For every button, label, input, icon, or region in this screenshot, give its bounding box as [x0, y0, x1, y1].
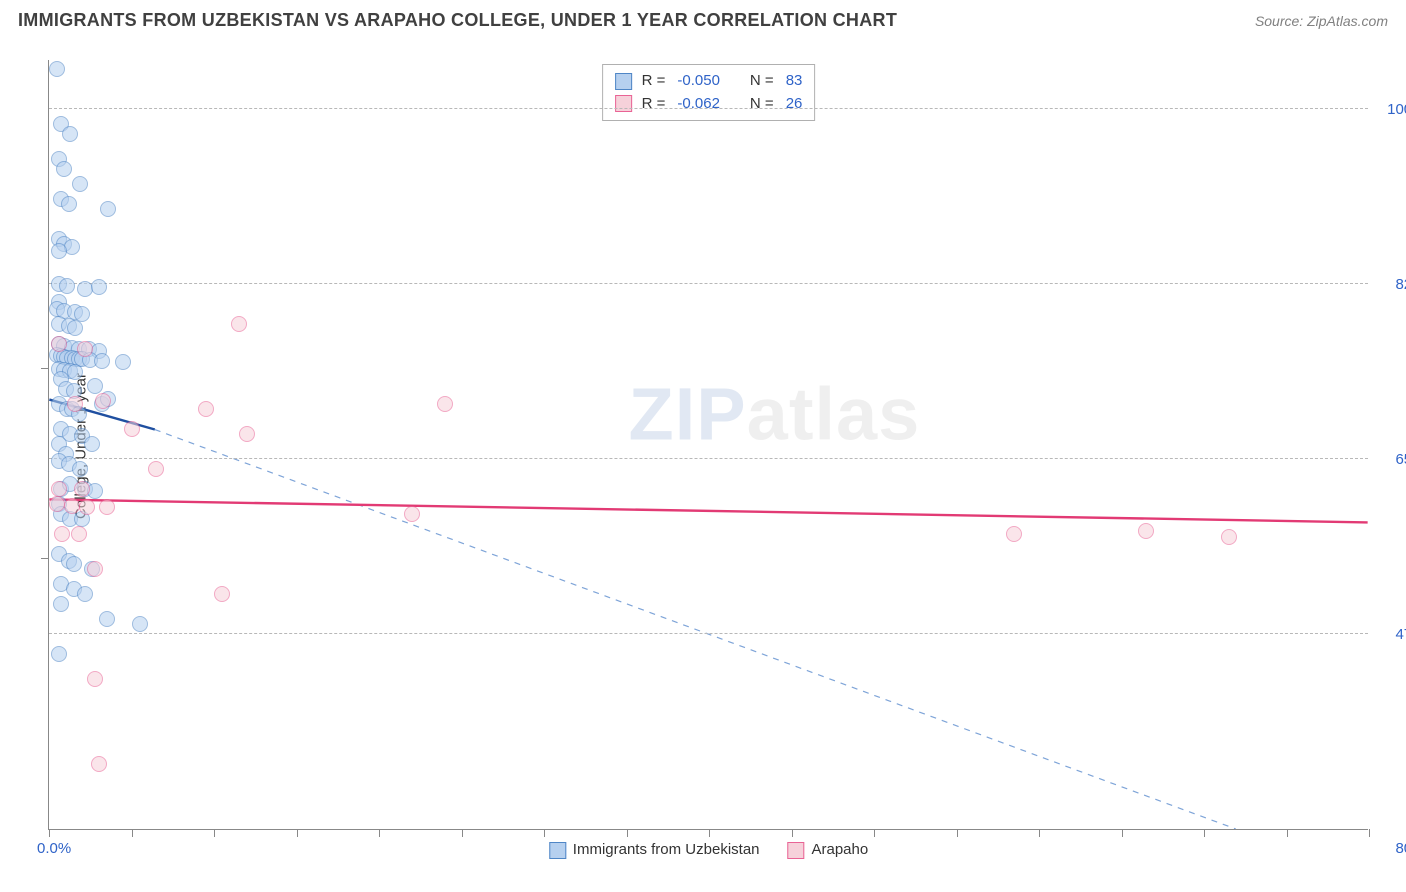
scatter-point: [132, 616, 148, 632]
x-tick: [874, 829, 875, 837]
scatter-point: [99, 611, 115, 627]
x-max-label: 80.0%: [1373, 840, 1406, 857]
x-tick: [627, 829, 628, 837]
gridline: [49, 633, 1368, 634]
scatter-point: [71, 526, 87, 542]
scatter-point: [239, 426, 255, 442]
scatter-point: [59, 278, 75, 294]
legend-item: Arapaho: [788, 841, 869, 859]
gridline: [49, 283, 1368, 284]
series-legend: Immigrants from Uzbekistan Arapaho: [549, 841, 868, 859]
scatter-point: [67, 320, 83, 336]
x-tick: [1039, 829, 1040, 837]
scatter-point: [64, 498, 80, 514]
scatter-point: [95, 393, 111, 409]
scatter-point: [87, 561, 103, 577]
x-tick: [132, 829, 133, 837]
y-tick-label: 82.5%: [1373, 276, 1406, 293]
scatter-point: [77, 586, 93, 602]
legend-item: Immigrants from Uzbekistan: [549, 841, 760, 859]
scatter-point: [62, 126, 78, 142]
scatter-point: [148, 461, 164, 477]
y-tick-label: 100.0%: [1373, 101, 1406, 118]
scatter-point: [49, 496, 65, 512]
scatter-point: [1221, 529, 1237, 545]
scatter-point: [1006, 526, 1022, 542]
scatter-point: [214, 586, 230, 602]
scatter-point: [51, 243, 67, 259]
x-tick: [1122, 829, 1123, 837]
scatter-point: [99, 499, 115, 515]
gridline: [49, 458, 1368, 459]
scatter-point: [51, 646, 67, 662]
legend-row: R = -0.062N = 26: [615, 93, 803, 116]
y-tick-label: 65.0%: [1373, 451, 1406, 468]
x-tick: [709, 829, 710, 837]
x-tick: [1204, 829, 1205, 837]
scatter-point: [124, 421, 140, 437]
x-tick: [957, 829, 958, 837]
trend-lines: [49, 60, 1368, 829]
scatter-point: [198, 401, 214, 417]
scatter-point: [74, 481, 90, 497]
gridline: [49, 108, 1368, 109]
x-tick: [1369, 829, 1370, 837]
x-tick: [379, 829, 380, 837]
scatter-point: [231, 316, 247, 332]
scatter-point: [100, 201, 116, 217]
x-tick: [544, 829, 545, 837]
scatter-point: [404, 506, 420, 522]
scatter-point: [61, 196, 77, 212]
scatter-chart: ZIPatlas R = -0.050N = 83R = -0.062N = 2…: [48, 60, 1368, 830]
scatter-point: [49, 61, 65, 77]
scatter-point: [84, 436, 100, 452]
scatter-point: [77, 341, 93, 357]
scatter-point: [53, 596, 69, 612]
y-tick-mark: [41, 558, 49, 559]
x-tick: [49, 829, 50, 837]
scatter-point: [56, 161, 72, 177]
scatter-point: [67, 396, 83, 412]
scatter-point: [79, 499, 95, 515]
scatter-point: [91, 756, 107, 772]
scatter-point: [72, 176, 88, 192]
scatter-point: [437, 396, 453, 412]
correlation-legend: R = -0.050N = 83R = -0.062N = 26: [602, 64, 816, 121]
watermark: ZIPatlas: [629, 371, 921, 456]
x-tick: [214, 829, 215, 837]
x-tick: [297, 829, 298, 837]
scatter-point: [51, 481, 67, 497]
scatter-point: [87, 671, 103, 687]
scatter-point: [91, 279, 107, 295]
scatter-point: [66, 556, 82, 572]
scatter-point: [67, 364, 83, 380]
y-tick-label: 47.5%: [1373, 626, 1406, 643]
scatter-point: [87, 378, 103, 394]
scatter-point: [94, 353, 110, 369]
scatter-point: [115, 354, 131, 370]
source-label: Source: ZipAtlas.com: [1255, 13, 1388, 29]
y-tick-mark: [41, 368, 49, 369]
legend-row: R = -0.050N = 83: [615, 70, 803, 93]
chart-title: IMMIGRANTS FROM UZBEKISTAN VS ARAPAHO CO…: [18, 10, 897, 31]
scatter-point: [72, 461, 88, 477]
scatter-point: [54, 526, 70, 542]
x-tick: [792, 829, 793, 837]
x-min-label: 0.0%: [37, 840, 71, 857]
x-tick: [1287, 829, 1288, 837]
x-tick: [462, 829, 463, 837]
scatter-point: [1138, 523, 1154, 539]
scatter-point: [51, 336, 67, 352]
